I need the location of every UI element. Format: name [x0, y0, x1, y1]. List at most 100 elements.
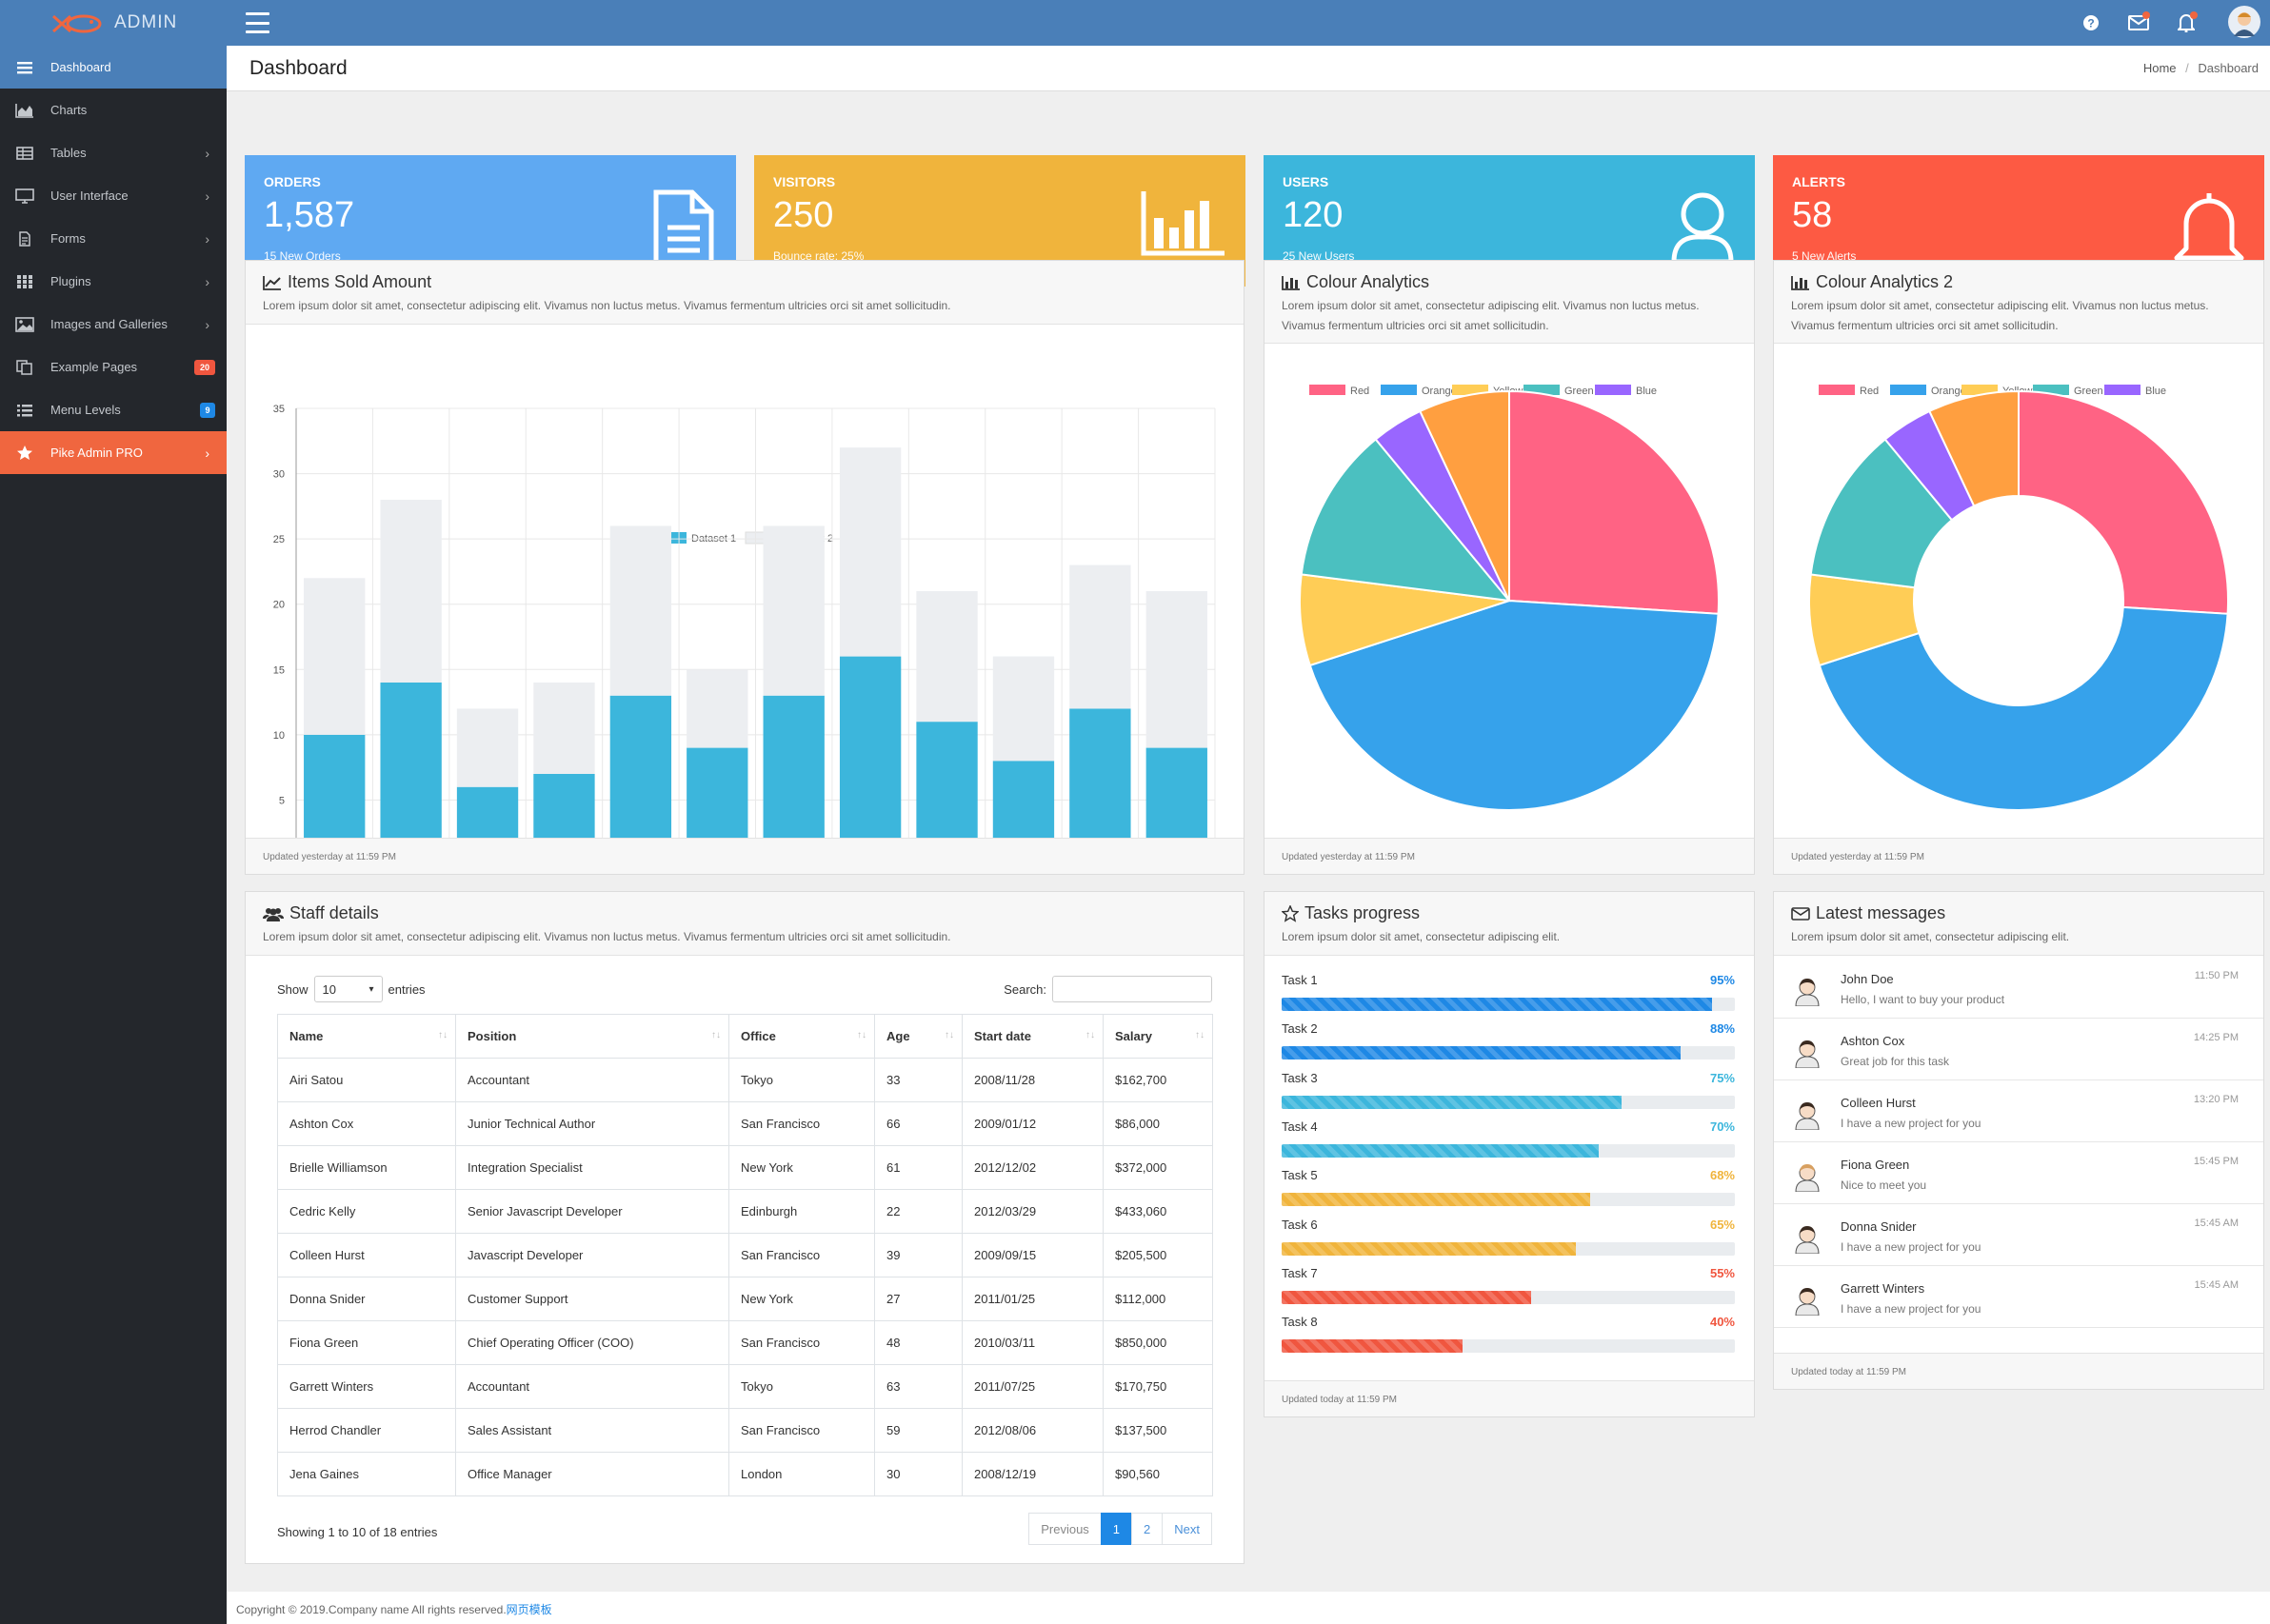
bar-2 — [763, 525, 825, 696]
message-sender: Ashton Cox — [1841, 1034, 1905, 1048]
list-icon — [17, 404, 32, 416]
sidebar-item-label: Pike Admin PRO — [50, 446, 143, 460]
copyright-text: Copyright © 2019.Company name All rights… — [236, 1603, 507, 1616]
line-chart-icon — [263, 275, 281, 290]
stat-label: ORDERS — [264, 174, 321, 189]
pagination-page-1[interactable]: 1 — [1100, 1513, 1133, 1545]
message-text: Great job for this task — [1841, 1055, 1950, 1068]
y-tick-label: 20 — [273, 600, 285, 611]
sidebar-item-charts[interactable]: Charts — [0, 89, 227, 131]
chevron-right-icon: › — [205, 273, 209, 289]
task-item: Task 7 55% — [1282, 1266, 1735, 1304]
chevron-right-icon: › — [205, 316, 209, 332]
latest-messages-panel: Latest messages Lorem ipsum dolor sit am… — [1773, 891, 2264, 1390]
avatar — [1795, 1164, 1820, 1192]
bar-2 — [609, 525, 672, 696]
app-name: ADMIN — [114, 12, 178, 32]
example-pages-badge: 20 — [194, 359, 215, 375]
message-time: 13:20 PM — [2193, 1094, 2239, 1105]
message-sender: Fiona Green — [1841, 1158, 1910, 1172]
stat-value: 1,587 — [264, 195, 355, 235]
legend-swatch — [2104, 385, 2141, 395]
bar-2 — [380, 500, 442, 683]
sidebar-item-label: Plugins — [50, 274, 91, 288]
entries-select-value: 10 — [322, 981, 336, 997]
bell-icon — [2174, 193, 2244, 269]
legend-swatch — [1452, 385, 1488, 395]
pagination-page-2[interactable]: 2 — [1131, 1513, 1164, 1545]
items-sold-bar-chart: Dataset 1Dataset 205101520253035JanFebMa… — [273, 404, 1216, 842]
message-item[interactable]: Donna Snider I have a new project for you… — [1774, 1204, 2263, 1266]
sidebar-item-dashboard[interactable]: Dashboard — [0, 46, 227, 89]
file-text-icon — [19, 230, 30, 247]
legend-label: Orange — [1931, 386, 1966, 397]
avatar — [1795, 979, 1820, 1006]
panel-footer: Updated today at 11:59 PM — [1264, 1380, 1754, 1416]
column-header-office[interactable]: Office ↑↓ — [728, 1014, 875, 1059]
message-item[interactable]: Fiona Green Nice to meet you 15:45 PM — [1774, 1142, 2263, 1204]
task-label: Task 2 — [1282, 1021, 1318, 1037]
legend-label: Red — [1350, 386, 1369, 397]
table-row: Cedric Kelly Senior Javascript Developer E… — [277, 1189, 1213, 1234]
message-time: 14:25 PM — [2193, 1032, 2239, 1043]
panel-title: Colour Analytics 2 — [1816, 272, 1954, 291]
table-row: Donna Snider Customer Support New York 27 20… — [277, 1277, 1213, 1321]
bar-2 — [839, 447, 902, 657]
sort-icon: ↑↓ — [857, 1030, 866, 1040]
message-sender: Colleen Hurst — [1841, 1096, 1916, 1110]
slice-blue — [1308, 599, 1720, 811]
chevron-down-icon: ▾ — [368, 983, 374, 995]
column-header-start-date[interactable]: Start date ↑↓ — [962, 1014, 1104, 1059]
panel-title: Colour Analytics — [1306, 272, 1430, 291]
sidebar-item-images-galleries[interactable]: Images and Galleries › — [0, 303, 227, 346]
hamburger-menu-icon[interactable] — [246, 12, 269, 33]
user-icon — [1671, 192, 1734, 265]
bar-1 — [456, 786, 519, 842]
panel-description: Lorem ipsum dolor sit amet, consectetur … — [1282, 930, 1561, 943]
search-input[interactable] — [1052, 976, 1212, 1002]
task-progress-fill — [1282, 1095, 1622, 1109]
colour-pie-chart: RedOrangeYellowGreenBlue — [1299, 385, 1720, 811]
pagination-previous[interactable]: Previous — [1028, 1513, 1102, 1545]
footer-link[interactable]: 网页模板 — [506, 1603, 552, 1616]
sidebar-item-pike-admin-pro[interactable]: Pike Admin PRO › — [0, 431, 227, 474]
message-time: 15:45 AM — [2194, 1279, 2239, 1291]
sidebar-item-tables[interactable]: Tables › — [0, 131, 227, 174]
sidebar-item-example-pages[interactable]: Example Pages 20 — [0, 346, 227, 388]
message-sender: Donna Snider — [1841, 1219, 1917, 1234]
column-header-age[interactable]: Age ↑↓ — [874, 1014, 963, 1059]
message-item[interactable]: John Doe Hello, I want to buy your produc… — [1774, 957, 2263, 1019]
column-header-salary[interactable]: Salary ↑↓ — [1103, 1014, 1213, 1059]
task-progress-fill — [1282, 1339, 1464, 1354]
breadcrumb-separator: / — [2185, 61, 2189, 75]
panel-description: Lorem ipsum dolor sit amet, consectetur … — [263, 299, 951, 312]
stat-value: 58 — [1792, 195, 1833, 235]
slice-orange — [1418, 389, 1510, 602]
users-icon — [263, 907, 284, 921]
avatar — [1795, 1040, 1820, 1068]
pagination-next[interactable]: Next — [1162, 1513, 1212, 1545]
svg-text:?: ? — [2087, 17, 2094, 30]
app-logo[interactable]: ADMIN — [50, 9, 177, 37]
legend-swatch — [2033, 385, 2069, 395]
envelope-icon[interactable] — [2127, 11, 2150, 34]
table-row: Airi Satou Accountant Tokyo 33 2008/11/28 $16… — [277, 1058, 1213, 1102]
sidebar-item-plugins[interactable]: Plugins › — [0, 260, 227, 303]
bell-notification-icon[interactable] — [2175, 11, 2198, 34]
column-header-position[interactable]: Position ↑↓ — [455, 1014, 729, 1059]
column-header-name[interactable]: Name ↑↓ — [277, 1014, 456, 1059]
message-item[interactable]: Ashton Cox Great job for this task 14:25 P… — [1774, 1019, 2263, 1080]
sidebar-item-menu-levels[interactable]: Menu Levels 9 — [0, 388, 227, 431]
message-item[interactable]: Colleen Hurst I have a new project for yo… — [1774, 1080, 2263, 1142]
sidebar-item-user-interface[interactable]: User Interface › — [0, 174, 227, 217]
task-label: Task 5 — [1282, 1168, 1318, 1183]
sidebar-item-forms[interactable]: Forms › — [0, 217, 227, 260]
help-icon[interactable]: ? — [2080, 11, 2102, 34]
task-percent: 75% — [1709, 1070, 1735, 1085]
entries-select[interactable]: 10 ▾ — [313, 976, 383, 1002]
user-avatar[interactable] — [2228, 6, 2260, 38]
message-item[interactable]: Garrett Winters I have a new project for … — [1774, 1266, 2263, 1328]
page-footer: Copyright © 2019.Company name All rights… — [227, 1592, 2270, 1624]
breadcrumb-home[interactable]: Home — [2142, 61, 2177, 75]
avatar — [1795, 1102, 1820, 1130]
